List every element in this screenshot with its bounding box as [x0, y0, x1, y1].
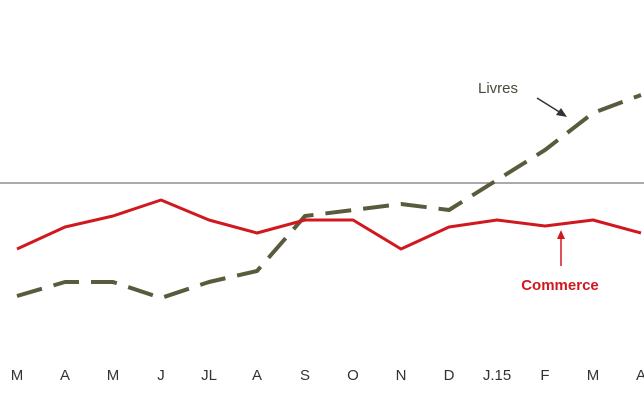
x-tick-label: F [540, 367, 549, 384]
x-tick-label: M [587, 367, 600, 384]
livres-arrow [536, 97, 562, 114]
x-tick-label: S [300, 367, 310, 384]
x-tick-label: J [157, 367, 165, 384]
x-tick-label: N [396, 367, 407, 384]
commerce-arrowhead [557, 230, 565, 239]
x-tick-label: D [444, 367, 455, 384]
x-tick-label: M [107, 367, 120, 384]
commerce-label: Commerce [521, 277, 599, 294]
x-tick-label: O [347, 367, 359, 384]
x-tick-label: A [252, 367, 262, 384]
series-line [16, 93, 642, 300]
livres-arrowhead [556, 108, 567, 117]
series-line [16, 198, 642, 251]
x-tick-label: A [60, 367, 70, 384]
livres-label: Livres [478, 80, 518, 97]
x-tick-label: M [11, 367, 24, 384]
x-tick-label: A [636, 367, 644, 384]
x-tick-label: J.15 [483, 367, 511, 384]
x-tick-label: JL [201, 367, 217, 384]
